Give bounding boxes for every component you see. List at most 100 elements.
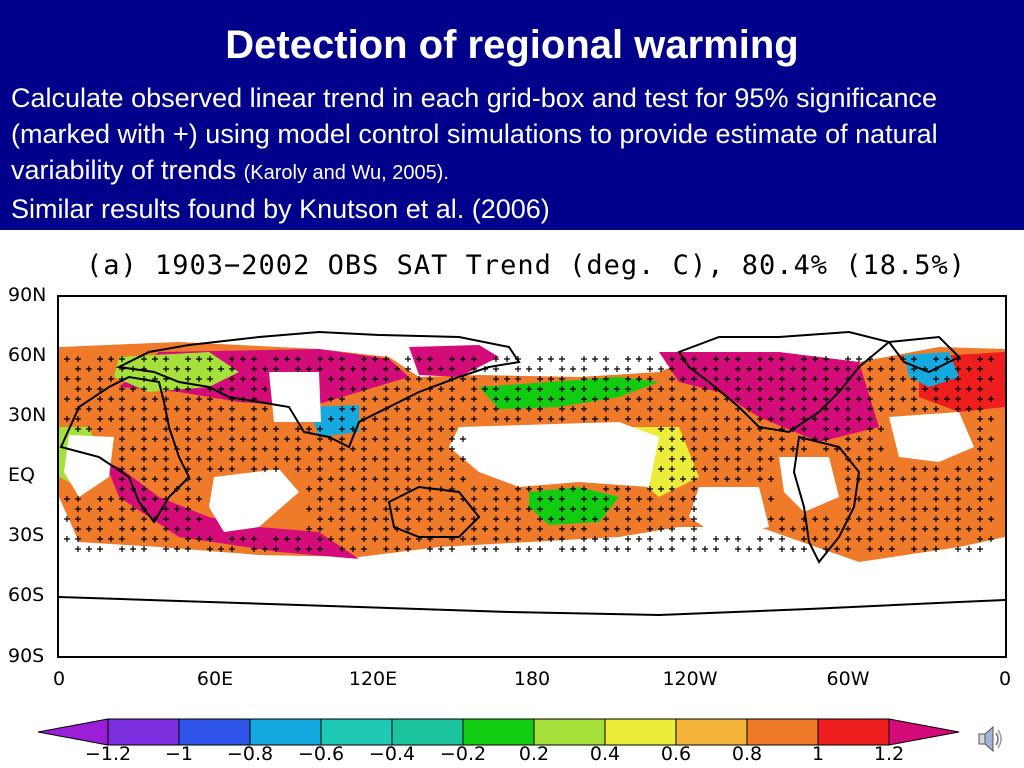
significance-plus-marker <box>933 486 939 492</box>
significance-plus-marker <box>867 416 873 422</box>
significance-plus-marker <box>207 406 213 412</box>
significance-plus-marker <box>207 366 213 372</box>
significance-plus-marker <box>669 376 675 382</box>
significance-plus-marker <box>471 526 477 532</box>
significance-plus-marker <box>75 496 81 502</box>
significance-plus-marker <box>724 376 730 382</box>
significance-plus-marker <box>570 546 576 552</box>
significance-plus-marker <box>97 536 103 542</box>
significance-plus-marker <box>922 386 928 392</box>
significance-plus-marker <box>779 516 785 522</box>
significance-plus-marker <box>97 356 103 362</box>
significance-plus-marker <box>108 356 114 362</box>
significance-plus-marker <box>537 406 543 412</box>
significance-plus-marker <box>889 516 895 522</box>
significance-plus-marker <box>944 396 950 402</box>
significance-plus-marker <box>372 416 378 422</box>
significance-plus-marker <box>878 406 884 412</box>
significance-plus-marker <box>911 536 917 542</box>
significance-plus-marker <box>284 456 290 462</box>
significance-plus-marker <box>757 366 763 372</box>
significance-plus-marker <box>229 386 235 392</box>
significance-plus-marker <box>97 416 103 422</box>
significance-plus-marker <box>361 446 367 452</box>
significance-plus-marker <box>394 386 400 392</box>
significance-plus-marker <box>207 546 213 552</box>
significance-plus-marker <box>416 456 422 462</box>
significance-plus-marker <box>625 396 631 402</box>
significance-plus-marker <box>86 426 92 432</box>
significance-plus-marker <box>328 516 334 522</box>
significance-plus-marker <box>449 426 455 432</box>
significance-plus-marker <box>515 366 521 372</box>
significance-plus-marker <box>823 446 829 452</box>
significance-plus-marker <box>735 356 741 362</box>
significance-plus-marker <box>647 486 653 492</box>
significance-plus-marker <box>75 546 81 552</box>
significance-plus-marker <box>845 476 851 482</box>
significance-plus-marker <box>163 396 169 402</box>
significance-plus-marker <box>845 376 851 382</box>
significance-plus-marker <box>867 486 873 492</box>
significance-plus-marker <box>361 396 367 402</box>
significance-plus-marker <box>603 536 609 542</box>
significance-plus-marker <box>977 506 983 512</box>
lat-label-0: 90N <box>8 284 47 306</box>
significance-plus-marker <box>768 456 774 462</box>
significance-plus-marker <box>251 406 257 412</box>
significance-plus-marker <box>97 396 103 402</box>
significance-plus-marker <box>636 376 642 382</box>
significance-plus-marker <box>394 486 400 492</box>
significance-plus-marker <box>713 536 719 542</box>
significance-plus-marker <box>977 446 983 452</box>
significance-plus-marker <box>911 406 917 412</box>
significance-plus-marker <box>537 516 543 522</box>
significance-plus-marker <box>163 486 169 492</box>
significance-plus-marker <box>713 426 719 432</box>
significance-plus-marker <box>207 376 213 382</box>
significance-plus-marker <box>97 516 103 522</box>
significance-plus-marker <box>988 436 994 442</box>
significance-plus-marker <box>658 486 664 492</box>
significance-plus-marker <box>493 406 499 412</box>
significance-plus-marker <box>955 366 961 372</box>
significance-plus-marker <box>768 416 774 422</box>
significance-plus-marker <box>328 476 334 482</box>
significance-plus-marker <box>152 396 158 402</box>
significance-plus-marker <box>185 446 191 452</box>
significance-plus-marker <box>658 386 664 392</box>
significance-plus-marker <box>779 426 785 432</box>
significance-plus-marker <box>460 536 466 542</box>
significance-plus-marker <box>526 526 532 532</box>
significance-plus-marker <box>515 486 521 492</box>
significance-plus-marker <box>977 376 983 382</box>
lat-label-4: 30S <box>8 524 45 546</box>
significance-plus-marker <box>801 536 807 542</box>
significance-plus-marker <box>834 386 840 392</box>
significance-plus-marker <box>262 386 268 392</box>
speaker-icon[interactable] <box>976 724 1004 754</box>
significance-plus-marker <box>933 506 939 512</box>
significance-plus-marker <box>306 426 312 432</box>
significance-plus-marker <box>405 466 411 472</box>
significance-plus-marker <box>273 546 279 552</box>
significance-plus-marker <box>669 436 675 442</box>
significance-plus-marker <box>207 426 213 432</box>
significance-plus-marker <box>801 396 807 402</box>
significance-plus-marker <box>856 396 862 402</box>
significance-plus-marker <box>779 546 785 552</box>
colorbar-tick-label: −0.8 <box>226 743 274 765</box>
significance-plus-marker <box>350 526 356 532</box>
significance-plus-marker <box>218 426 224 432</box>
significance-plus-marker <box>97 386 103 392</box>
significance-plus-marker <box>174 386 180 392</box>
significance-plus-marker <box>229 366 235 372</box>
significance-plus-marker <box>460 476 466 482</box>
significance-plus-marker <box>317 496 323 502</box>
significance-plus-marker <box>339 356 345 362</box>
significance-plus-marker <box>185 376 191 382</box>
significance-plus-marker <box>240 436 246 442</box>
significance-plus-marker <box>471 376 477 382</box>
significance-plus-marker <box>757 466 763 472</box>
significance-plus-marker <box>383 376 389 382</box>
